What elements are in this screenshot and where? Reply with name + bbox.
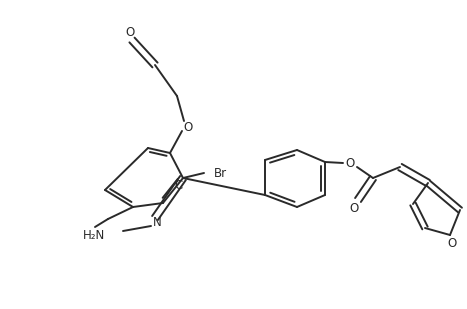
Text: Br: Br: [214, 167, 227, 180]
Text: O: O: [346, 156, 354, 170]
Text: C: C: [174, 179, 182, 192]
Text: N: N: [153, 215, 162, 228]
Text: O: O: [125, 26, 134, 39]
Text: O: O: [447, 236, 457, 249]
Text: O: O: [349, 201, 359, 214]
Text: H₂N: H₂N: [83, 228, 105, 242]
Text: O: O: [184, 121, 192, 133]
